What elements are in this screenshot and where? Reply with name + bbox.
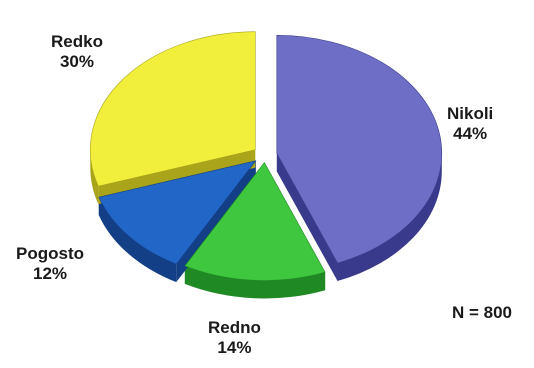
slice-side-nikoli (337, 153, 442, 282)
slice-pogosto (98, 160, 257, 265)
slice-label-name: Pogosto (16, 244, 84, 263)
slice-label-redko: Redko 30% (51, 32, 103, 72)
slice-side-redno (184, 265, 326, 299)
pie-tops (89, 31, 443, 281)
slice-label-value: 30% (59, 52, 94, 71)
slice-side-redko (90, 149, 99, 205)
slice-wall-nikoli (276, 153, 338, 282)
slice-redko (89, 31, 256, 187)
slice-label-value: 14% (217, 338, 252, 357)
slice-nikoli (276, 35, 443, 264)
slice-side-pogosto (98, 197, 177, 283)
slice-redno (184, 161, 326, 281)
slice-label-redno: Redno 14% (208, 318, 261, 358)
sample-size-annotation: N = 800 (452, 303, 513, 322)
slice-label-name: Redno (208, 318, 261, 337)
slice-label-pogosto: Pogosto 12% (16, 244, 84, 284)
slice-label-value: 12% (32, 264, 68, 283)
slice-label-name: Nikoli (447, 104, 494, 123)
slice-label-name: Redko (51, 32, 103, 51)
slice-label-nikoli: Nikoli 44% (447, 104, 493, 144)
slice-label-value: 44% (453, 124, 488, 143)
